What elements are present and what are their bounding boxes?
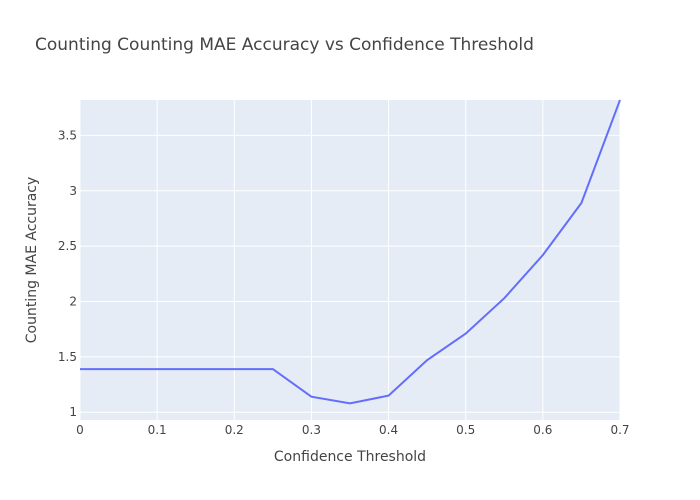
x-tick-label: 0.3 bbox=[302, 423, 321, 437]
chart-title: Counting Counting MAE Accuracy vs Confid… bbox=[35, 35, 534, 55]
x-tick-label: 0.4 bbox=[379, 423, 398, 437]
x-tick-label: 0.6 bbox=[533, 423, 552, 437]
series-line bbox=[80, 99, 621, 405]
y-tick-label: 3 bbox=[69, 184, 77, 198]
y-tick-label: 1.5 bbox=[58, 350, 77, 364]
y-tick-label: 3.5 bbox=[58, 128, 77, 142]
x-tick-label: 0 bbox=[76, 423, 84, 437]
x-tick-label: 0.5 bbox=[456, 423, 475, 437]
y-tick-label: 1 bbox=[69, 405, 77, 419]
x-tick-label: 0.2 bbox=[225, 423, 244, 437]
gridlines bbox=[79, 100, 621, 420]
x-tick-label: 0.1 bbox=[148, 423, 167, 437]
plot-area bbox=[80, 100, 620, 420]
x-axis-title: Confidence Threshold bbox=[274, 449, 426, 465]
x-tick-label: 0.7 bbox=[610, 423, 629, 437]
y-axis-title: Counting MAE Accuracy bbox=[24, 177, 40, 344]
tick-labels: 0 0.1 0.2 0.3 0.4 0.5 0.6 0.7 1 1.5 2 2.5 3 3.5 bbox=[58, 128, 630, 437]
y-tick-label: 2.5 bbox=[58, 239, 77, 253]
y-tick-label: 2 bbox=[69, 295, 77, 309]
